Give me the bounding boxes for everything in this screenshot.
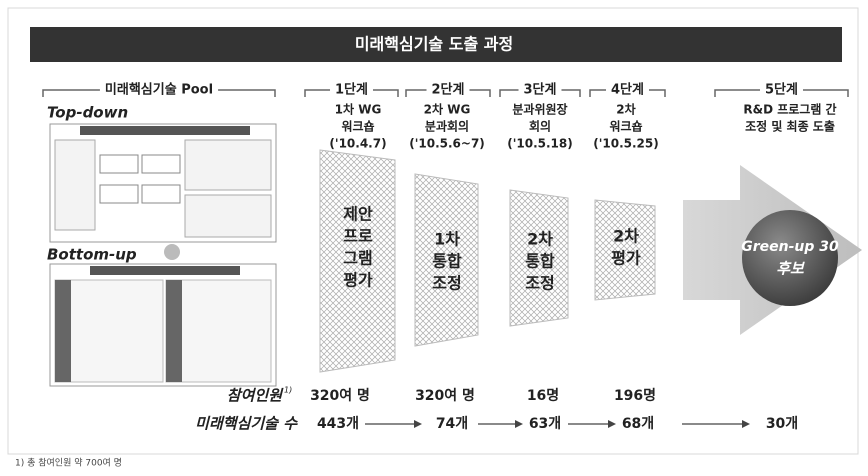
stage-desc: 2차 (616, 102, 635, 117)
funnel-text: 통합 (432, 252, 462, 271)
tech-count-label: 미래핵심기술 수 (195, 415, 298, 433)
stage-desc: 분과회의 (425, 119, 469, 134)
connector-dot (164, 244, 180, 260)
participants-label: 참여인원 (227, 387, 284, 405)
funnel-text: 통합 (525, 252, 555, 271)
funnel-text: 평가 (611, 249, 641, 268)
funnel-text: 제안 (343, 205, 373, 224)
stage-label: 3단계 (524, 82, 557, 98)
participants-value: 16명 (527, 387, 559, 404)
stage-desc: R&D 프로그램 간 (743, 102, 836, 117)
stage-desc: ('10.4.7) (329, 137, 386, 151)
funnel-text: 1차 (434, 230, 460, 249)
tech-count-value: 74개 (436, 416, 468, 432)
stage-label: 5단계 (765, 82, 798, 98)
tech-count-value: 63개 (529, 416, 561, 432)
stage-desc: ('10.5.18) (507, 137, 573, 151)
participants-value: 320여 명 (310, 387, 370, 404)
funnel-text: 그램 (343, 249, 372, 268)
diagram: 미래핵심기술 도출 과정미래핵심기술 Pool Top-down Bottom-up… (0, 0, 868, 476)
stage-desc: ('10.5.6~7) (409, 137, 485, 151)
tech-count-value: 443개 (317, 416, 359, 432)
top-down-thumbnail (50, 124, 276, 242)
participants-value: 320여 명 (415, 387, 475, 404)
stage-label: 1단계 (335, 82, 368, 98)
funnel-text: 평가 (343, 271, 373, 290)
participants-note: 1) (284, 386, 292, 395)
funnel-text: 조정 (432, 274, 461, 293)
top-down-label: Top-down (47, 104, 128, 122)
tech-count-value: 30개 (766, 416, 798, 432)
funnel-text: 2차 (613, 227, 639, 246)
bottom-up-label: Bottom-up (47, 246, 137, 264)
bottom-up-thumbnail (50, 264, 276, 386)
title: 미래핵심기술 도출 과정 (355, 35, 513, 54)
tech-count-value: 68개 (622, 416, 654, 432)
stage-desc: 2차 WG (424, 102, 471, 117)
participants-value: 196명 (614, 387, 656, 404)
funnel-text: 프로 (343, 227, 373, 246)
stage-label: 2단계 (432, 82, 465, 98)
result-text: Green-up 30 (741, 239, 839, 255)
funnel-text: 조정 (525, 274, 554, 293)
result-text: 후보 (776, 260, 805, 278)
footnote: 1) 총 참여인원 약 700여 명 (15, 457, 122, 469)
stage-desc: 워크숍 (341, 120, 374, 134)
result-circle (742, 210, 838, 306)
stage-label: 4단계 (611, 82, 644, 98)
stage-desc: ('10.5.25) (593, 137, 659, 151)
stage-desc: 워크숍 (609, 120, 642, 134)
stage-desc: 조정 및 최종 도출 (745, 119, 835, 134)
stage-desc: 1차 WG (335, 102, 382, 117)
stage-desc: 분과위원장 (512, 102, 567, 117)
funnel-text: 2차 (527, 230, 553, 249)
stage-desc: 회의 (529, 119, 551, 134)
pool-label: 미래핵심기술 Pool (105, 82, 213, 98)
